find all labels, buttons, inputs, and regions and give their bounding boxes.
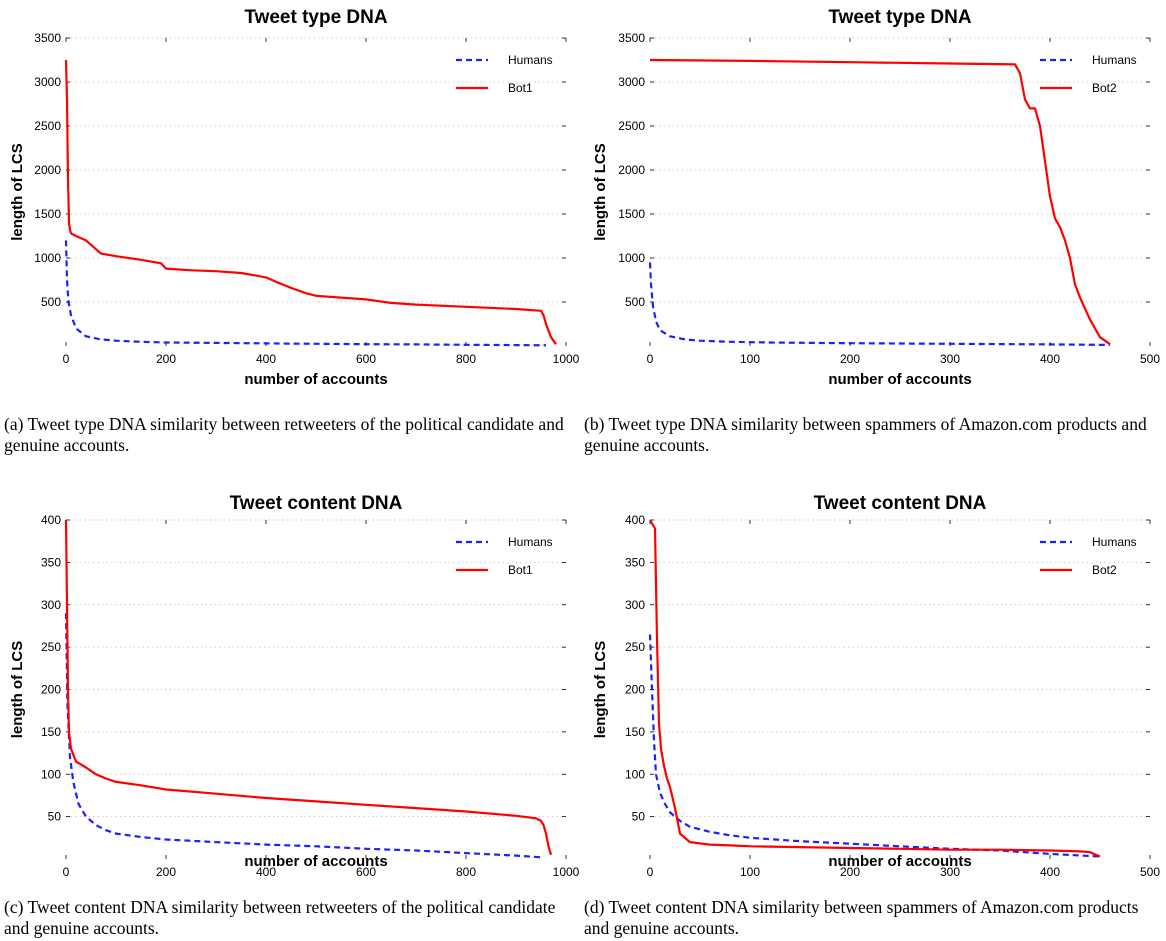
chart-d-y-tick-label: 350: [625, 555, 645, 569]
caption-a: (a) Tweet type DNA similarity between re…: [4, 414, 564, 455]
chart-c-x-tick-label: 200: [156, 865, 176, 879]
chart-c-x-tick-label: 0: [63, 865, 70, 879]
chart-a-series-bot1: [64, 59, 557, 345]
chart-d-y-tick-label: 150: [625, 725, 645, 739]
chart-c-y-tick-label: 350: [41, 555, 61, 569]
chart-b-x-tick-label: 0: [647, 352, 654, 366]
caption-c: (c) Tweet content DNA similarity between…: [4, 897, 556, 938]
chart-a-legend-label-humans: Humans: [508, 53, 553, 67]
chart-c-svg: 0 200 400 600 800 1000 50 100 150 200 250 300 350 400…: [9, 493, 580, 879]
chart-a-x-axis-label: number of accounts: [244, 371, 387, 388]
chart-b-x-tick-label: 500: [1140, 352, 1160, 366]
chart-c-x-axis-label: number of accounts: [244, 853, 387, 870]
chart-c-series-bot1: [64, 519, 553, 856]
chart-b-y-tick-label: 2000: [618, 163, 645, 177]
chart-c-legend-label-bot1: Bot1: [508, 563, 533, 577]
chart-c-y-tick-label: 200: [41, 683, 61, 697]
chart-a-y-tick-label: 3000: [34, 75, 61, 89]
chart-b-x-axis-label: number of accounts: [828, 371, 971, 388]
chart-c-x-tick-label: 600: [356, 865, 376, 879]
chart-d-x-tick-label: 200: [840, 865, 860, 879]
chart-d-series-bot2: [649, 519, 1101, 858]
chart-c-title: Tweet content DNA: [230, 493, 403, 514]
chart-d-y-tick-label: 400: [625, 513, 645, 527]
chart-panel-c: 0 200 400 600 800 1000 50 100 150 200 250 300 350 400…: [0, 478, 583, 879]
chart-c-y-tick-label: 300: [41, 598, 61, 612]
chart-a-x-tick-label: 200: [156, 352, 176, 366]
chart-d-x-tick-label: 400: [1040, 865, 1060, 879]
chart-d-y-tick-label: 100: [625, 767, 645, 781]
chart-d-svg: 0 100 200 300 400 500 50 100 150 200 250 300 350 400 T…: [592, 493, 1160, 879]
chart-b-legend-label-humans: Humans: [1092, 53, 1137, 67]
chart-b-y-tick-label: 3500: [618, 31, 645, 45]
chart-d-y-tick-label: 50: [632, 810, 646, 824]
chart-a-x-tick-label: 400: [256, 352, 276, 366]
chart-c-y-tick-label: 50: [48, 810, 62, 824]
chart-c-y-tick-label: 150: [41, 725, 61, 739]
chart-a-x-tick-label: 600: [356, 352, 376, 366]
chart-a-x-tick-label: 1000: [553, 352, 580, 366]
chart-c-x-tick-label: 1000: [553, 865, 580, 879]
chart-c-y-tick-label: 250: [41, 640, 61, 654]
chart-d-title: Tweet content DNA: [814, 493, 987, 514]
chart-b-legend-label-bot2: Bot2: [1092, 81, 1117, 95]
chart-c-y-axis-label: length of LCS: [9, 641, 26, 739]
chart-d-x-axis-label: number of accounts: [828, 853, 971, 870]
chart-c-y-tick-label: 400: [41, 513, 61, 527]
chart-c-series-humans: [64, 613, 542, 859]
chart-b-svg: 0 100 200 300 400 500 500 1000 1500 2000 2500 3000 3…: [592, 7, 1160, 388]
chart-c-legend-label-humans: Humans: [508, 535, 553, 549]
chart-b-x-tick-label: 300: [940, 352, 960, 366]
chart-panel-d: 0 100 200 300 400 500 50 100 150 200 250 300 350 400 T…: [583, 478, 1166, 879]
chart-panel-b: 0 100 200 300 400 500 500 1000 1500 2000 2500 3000 3…: [583, 0, 1166, 390]
chart-d-y-tick-label: 250: [625, 640, 645, 654]
caption-b: (b) Tweet type DNA similarity between sp…: [584, 414, 1147, 455]
chart-b-y-tick-label: 1000: [618, 251, 645, 265]
chart-d-legend-label-bot2: Bot2: [1092, 563, 1117, 577]
chart-a-legend-label-bot1: Bot1: [508, 81, 533, 95]
chart-d-y-tick-label: 300: [625, 598, 645, 612]
chart-a-y-tick-label: 1000: [34, 251, 61, 265]
chart-a-y-tick-label: 3500: [34, 31, 61, 45]
chart-a-y-tick-label: 1500: [34, 207, 61, 221]
chart-d-y-axis-label: length of LCS: [592, 641, 609, 739]
chart-b-x-tick-label: 100: [740, 352, 760, 366]
chart-d-x-tick-label: 300: [940, 865, 960, 879]
chart-a-x-tick-label: 800: [456, 352, 476, 366]
chart-b-series-bot2: [649, 58, 1111, 346]
chart-b-series-humans: [648, 262, 1111, 346]
caption-d: (d) Tweet content DNA similarity between…: [584, 897, 1139, 938]
chart-c-x-tick-label: 800: [456, 865, 476, 879]
chart-d-series-humans: [648, 634, 1101, 858]
chart-b-y-tick-label: 500: [625, 295, 645, 309]
chart-a-y-axis-label: length of LCS: [9, 143, 26, 241]
chart-d-x-tick-label: 0: [647, 865, 654, 879]
chart-a-title: Tweet type DNA: [244, 7, 388, 28]
chart-b-y-axis-label: length of LCS: [592, 143, 609, 241]
chart-d-y-tick-label: 200: [625, 683, 645, 697]
chart-d-x-tick-label: 100: [740, 865, 760, 879]
chart-a-y-tick-label: 500: [41, 295, 61, 309]
chart-c-y-tick-label: 100: [41, 767, 61, 781]
chart-a-svg: 0 200 400 600 800 1000 500 1000 1500 2000 2500 3000…: [9, 7, 580, 388]
chart-b-y-tick-label: 3000: [618, 75, 645, 89]
chart-d-legend-label-humans: Humans: [1092, 535, 1137, 549]
chart-b-y-tick-label: 2500: [618, 119, 645, 133]
chart-a-y-tick-label: 2000: [34, 163, 61, 177]
chart-c-x-tick-label: 400: [256, 865, 276, 879]
chart-b-x-tick-label: 400: [1040, 352, 1060, 366]
chart-b-title: Tweet type DNA: [828, 7, 972, 28]
chart-b-y-tick-label: 1500: [618, 207, 645, 221]
chart-a-series-humans: [64, 240, 547, 347]
chart-a-x-tick-label: 0: [63, 352, 70, 366]
chart-d-x-tick-label: 500: [1140, 865, 1160, 879]
chart-b-x-tick-label: 200: [840, 352, 860, 366]
chart-a-y-tick-label: 2500: [34, 119, 61, 133]
chart-panel-a: 0 200 400 600 800 1000 500 1000 1500 2000 2500 3000…: [0, 0, 583, 390]
